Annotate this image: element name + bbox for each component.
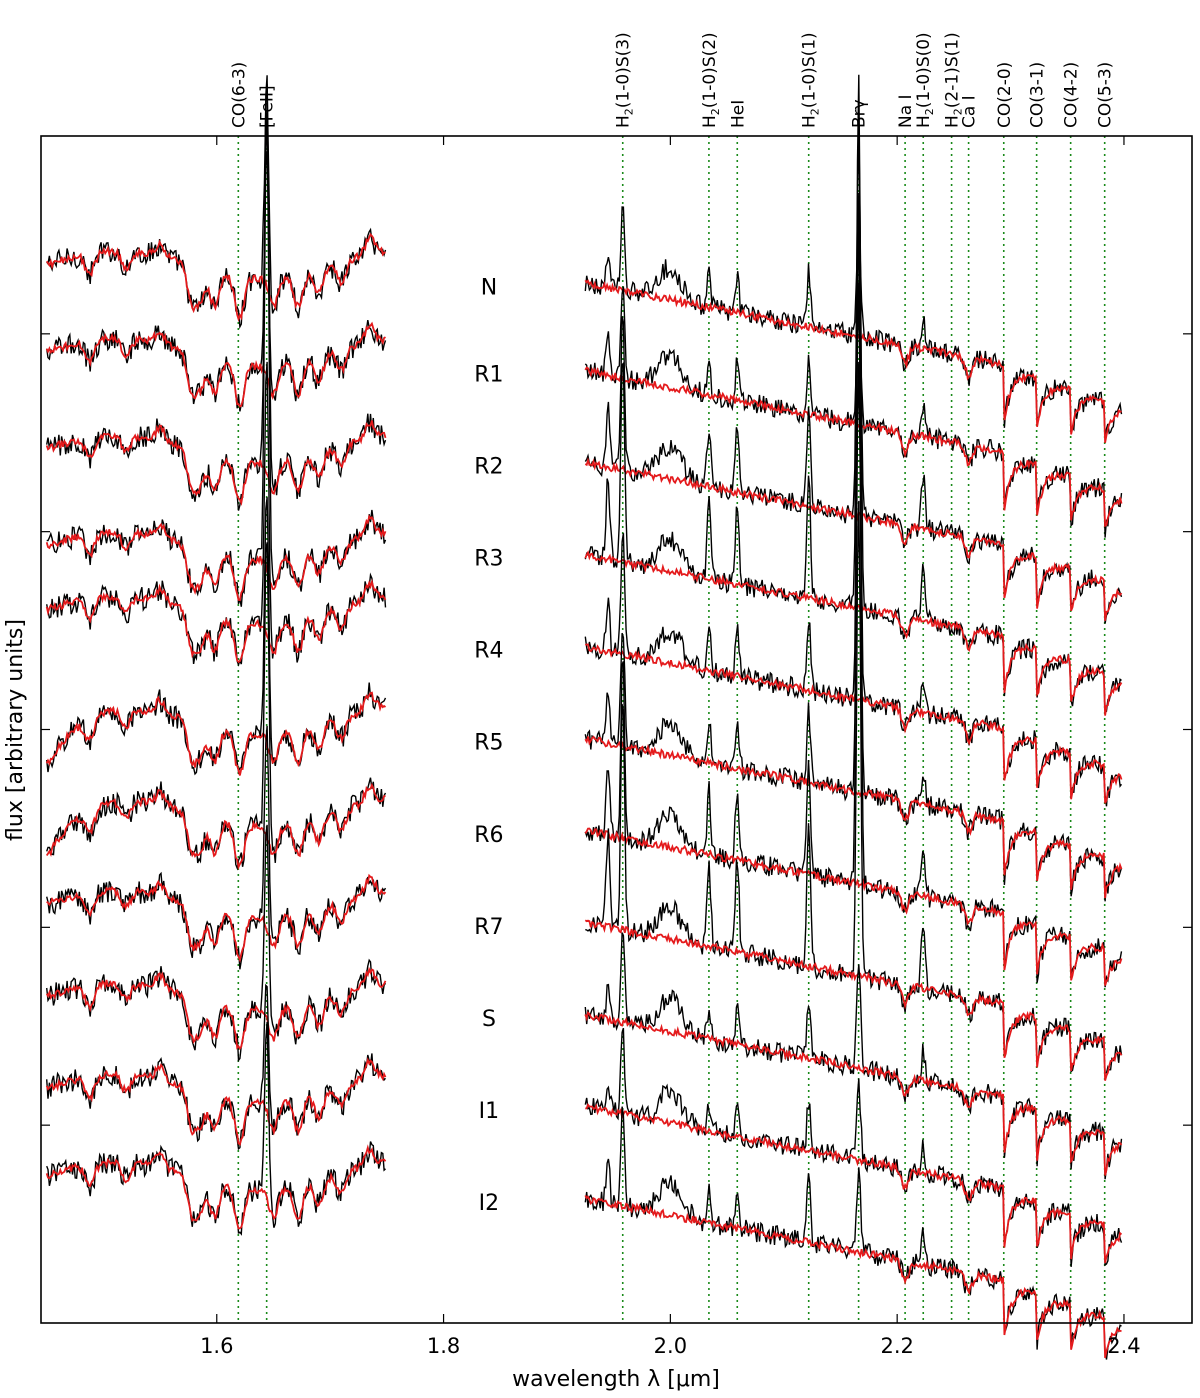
fit-spectrum-h-N xyxy=(45,232,386,322)
region-label-R3: R3 xyxy=(474,547,503,572)
region-label-S: S xyxy=(482,1007,496,1032)
spectral-line-label: CO(4-2) xyxy=(1062,62,1082,128)
axes: 1.6 1.8 2.0 2.2 2.4 xyxy=(41,136,1192,1358)
fit-spectrum-h-R2 xyxy=(45,420,387,506)
observed-spectrum-h-N xyxy=(46,83,387,330)
spectral-line-label: H2(1-0)S(3) xyxy=(614,32,636,128)
plot-frame xyxy=(40,135,1193,1324)
spectral-line-label: HeI xyxy=(728,100,748,128)
fit-spectrum-k-I1 xyxy=(585,1102,1123,1264)
x-tick-label: 2.2 xyxy=(880,1334,913,1358)
spectral-line-label: H2(1-0)S(1) xyxy=(800,32,822,128)
fit-spectrum-k-R7 xyxy=(584,919,1123,1081)
region-label-R6: R6 xyxy=(474,823,503,848)
spectral-line-label: H2(2-1)S(1) xyxy=(943,32,965,128)
fit-spectrum-k-S xyxy=(584,1011,1123,1176)
observed-spectrum-h-R1 xyxy=(46,151,387,412)
y-axis-label: flux [arbitrary units] xyxy=(3,619,28,841)
observed-spectrum-k-R3 xyxy=(584,74,1122,713)
region-label-R1: R1 xyxy=(474,363,503,388)
fit-spectrum-h-R6 xyxy=(45,782,386,871)
region-label-R2: R2 xyxy=(474,455,503,480)
x-tick-label: 1.6 xyxy=(200,1334,233,1358)
region-labels: N R1 R2 R3 R4 R5 R6 R7 S I1 I2 xyxy=(474,275,503,1216)
region-label-N: N xyxy=(481,275,497,300)
x-tick-label: 2.0 xyxy=(654,1334,687,1358)
fit-spectrum-k-I2 xyxy=(584,1194,1122,1359)
spectral-line-label: CO(3-1) xyxy=(1028,62,1048,128)
fit-spectrum-k-N xyxy=(584,279,1122,444)
fit-spectrum-h-S xyxy=(45,966,387,1051)
fit-spectrum-k-R2 xyxy=(584,457,1123,621)
spectral-line-labels: CO(6-3) [FeII] H2(1-0)S(3) H2(1-0)S(2) HeI H2… xyxy=(229,32,1115,128)
fit-spectrum-k-R4 xyxy=(584,643,1123,804)
observed-spectrum-k-R1 xyxy=(584,286,1123,538)
fit-spectrum-h-R7 xyxy=(46,873,387,963)
fit-spectrum-h-I2 xyxy=(45,1144,387,1230)
fit-spectrum-k-R1 xyxy=(584,366,1123,528)
spectral-line-label: Brγ xyxy=(850,99,870,128)
spectral-line-label: CO(6-3) xyxy=(229,62,249,128)
x-tick-label: 2.4 xyxy=(1107,1334,1140,1358)
region-label-I2: I2 xyxy=(479,1191,500,1216)
spectral-line-label: Ca I xyxy=(960,95,980,128)
observed-spectrum-h-R4 xyxy=(46,361,387,667)
observed-spectrum-h-I2 xyxy=(46,1022,386,1236)
x-tick-label: 1.8 xyxy=(427,1334,460,1358)
fit-spectrum-h-I1 xyxy=(45,1057,387,1146)
fit-spectrum-h-R4 xyxy=(45,578,387,664)
fit-spectrum-h-R1 xyxy=(45,321,386,408)
observed-spectrum-k-R2 xyxy=(584,123,1123,624)
fit-spectrum-h-R3 xyxy=(45,514,387,602)
observed-spectrum-k-R4 xyxy=(584,282,1123,807)
fit-spectrum-h-R5 xyxy=(45,691,387,776)
region-label-I1: I1 xyxy=(479,1099,500,1124)
observed-spectrum-k-N xyxy=(584,206,1123,437)
spectral-line-label: H2(1-0)S(0) xyxy=(914,32,936,128)
spectral-line-label: CO(2-0) xyxy=(995,62,1015,128)
spectral-line-label: Na I xyxy=(896,94,916,128)
region-label-R5: R5 xyxy=(474,731,503,756)
spectral-line-label: H2(1-0)S(2) xyxy=(700,32,722,128)
observed-spectrum-k-R7 xyxy=(585,500,1123,1074)
spectral-line-label: [FeII] xyxy=(258,85,278,128)
observed-spectrum-k-S xyxy=(584,932,1123,1180)
region-label-R7: R7 xyxy=(474,915,503,940)
region-label-R4: R4 xyxy=(474,639,503,664)
fit-spectrum-k-R6 xyxy=(584,827,1123,986)
observed-spectrum-k-R5 xyxy=(584,361,1123,902)
spectral-line-label: CO(5-3) xyxy=(1096,62,1116,128)
x-axis-label: wavelength λ [μm] xyxy=(512,1367,720,1392)
spectra-series xyxy=(45,74,1123,1360)
observed-spectrum-k-I2 xyxy=(584,1106,1122,1360)
fit-spectrum-k-R5 xyxy=(584,735,1123,899)
fit-spectrum-k-R3 xyxy=(584,550,1123,716)
